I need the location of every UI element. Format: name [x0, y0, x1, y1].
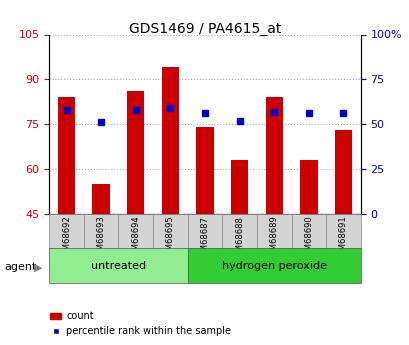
Text: GSM68693: GSM68693 [97, 216, 106, 262]
Text: GSM68687: GSM68687 [200, 216, 209, 262]
Text: GSM68690: GSM68690 [303, 216, 312, 261]
FancyBboxPatch shape [222, 214, 256, 248]
Text: GSM68689: GSM68689 [269, 216, 278, 262]
FancyBboxPatch shape [153, 214, 187, 248]
FancyBboxPatch shape [49, 248, 187, 283]
Text: hydrogen peroxide: hydrogen peroxide [221, 261, 326, 270]
Text: GSM68694: GSM68694 [131, 216, 140, 261]
FancyBboxPatch shape [326, 214, 360, 248]
Bar [92, 184, 110, 214]
Bar [230, 160, 248, 214]
Bar [127, 91, 144, 214]
FancyBboxPatch shape [256, 214, 291, 248]
Bar [265, 97, 282, 214]
Text: GSM68691: GSM68691 [338, 216, 347, 261]
Text: GSM68692: GSM68692 [62, 216, 71, 261]
FancyBboxPatch shape [118, 214, 153, 248]
Text: ▶: ▶ [34, 263, 42, 272]
Text: agent: agent [4, 263, 36, 272]
FancyBboxPatch shape [187, 214, 222, 248]
FancyBboxPatch shape [49, 214, 83, 248]
Bar [161, 67, 179, 214]
Bar [196, 127, 213, 214]
FancyBboxPatch shape [187, 248, 360, 283]
Legend: count, percentile rank within the sample: count, percentile rank within the sample [46, 307, 235, 340]
Text: GSM68688: GSM68688 [234, 216, 243, 262]
Text: GSM68695: GSM68695 [166, 216, 175, 261]
Text: untreated: untreated [91, 261, 146, 270]
FancyBboxPatch shape [83, 214, 118, 248]
FancyBboxPatch shape [291, 214, 326, 248]
Bar [299, 160, 317, 214]
Text: GDS1469 / PA4615_at: GDS1469 / PA4615_at [128, 22, 281, 37]
Bar [334, 130, 351, 214]
Bar [58, 97, 75, 214]
